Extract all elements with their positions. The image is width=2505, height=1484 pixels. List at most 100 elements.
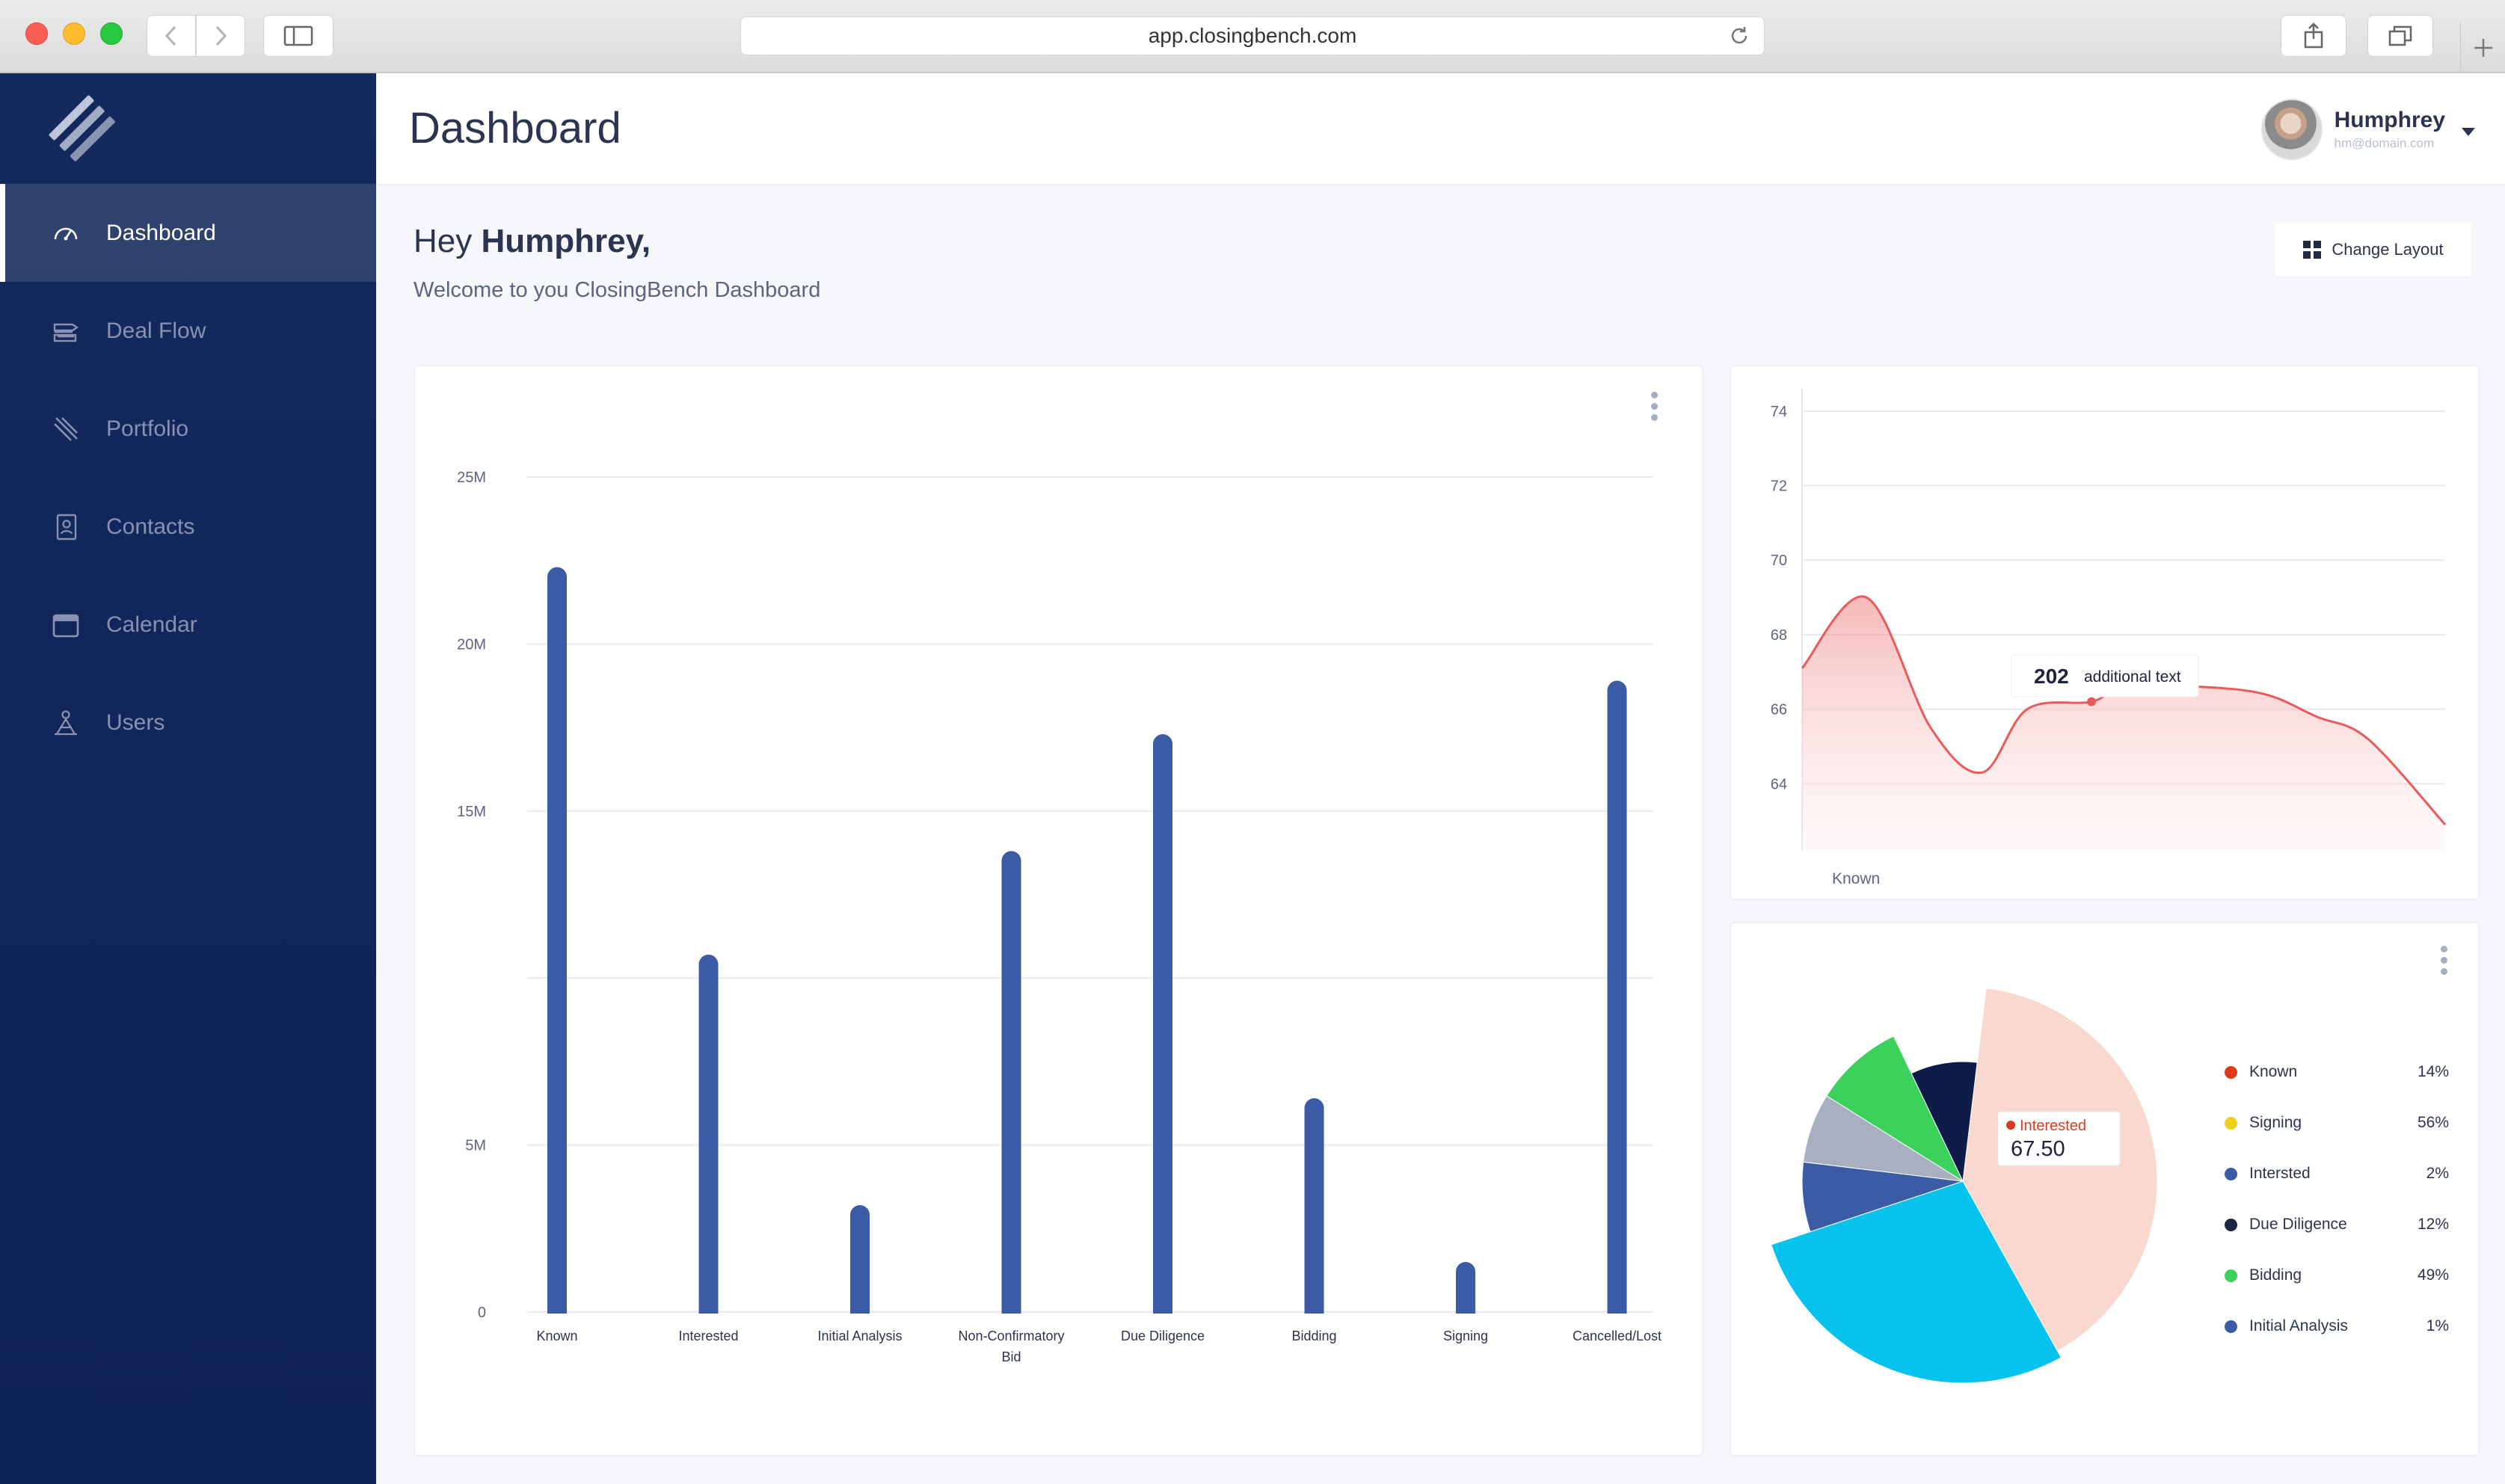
pie-slice: [1771, 1180, 2062, 1384]
x-axis-label: Known: [1832, 870, 1880, 887]
share-button[interactable]: [2281, 15, 2346, 57]
change-layout-button[interactable]: Change Layout: [2275, 223, 2472, 277]
stage-pie-chart: Interested 67.50: [1771, 988, 2158, 1384]
x-tick-label: Due Diligence: [1121, 1328, 1205, 1343]
caret-down-icon[interactable]: [2462, 127, 2475, 136]
pipeline-bar-chart-card: 0 5M 15M 20M 25M Known Interested Initial Analy…: [414, 365, 1703, 1456]
sidebar-menu: Dashboard Deal Flow Portfolio Contacts C…: [0, 184, 376, 772]
legend-label: Known: [2249, 1063, 2298, 1080]
more-options-icon[interactable]: [1651, 392, 1659, 421]
legend-item[interactable]: Intersted 2%: [2225, 1148, 2449, 1199]
legend-item[interactable]: Signing 56%: [2225, 1097, 2449, 1148]
legend-item[interactable]: Initial Analysis 1%: [2225, 1301, 2449, 1352]
sidebar-item-calendar[interactable]: Calendar: [0, 576, 376, 674]
x-tick-label: Known: [536, 1328, 577, 1343]
minimize-window-button[interactable]: [63, 22, 85, 45]
pie-slice: [1826, 1035, 1964, 1183]
deal-flow-icon: [51, 316, 81, 346]
tooltip-box: [1997, 1111, 2121, 1166]
user-menu[interactable]: Humphrey hm@domain.com: [2260, 97, 2475, 161]
sidebar-item-deal-flow[interactable]: Deal Flow: [0, 282, 376, 380]
sidebar-item-label: Contacts: [106, 514, 195, 539]
main-content: Dashboard Humphrey hm@domain.com Hey Hum…: [376, 73, 2505, 1484]
y-tick-label: 74: [1771, 404, 1787, 420]
tooltip-value: 67.50: [2011, 1137, 2065, 1161]
tooltip-box: [2011, 654, 2199, 698]
browser-toolbar: app.closingbench.com: [0, 0, 2505, 73]
back-button[interactable]: [147, 15, 196, 57]
legend-dot: [2225, 1065, 2237, 1079]
legend-dot: [2225, 1167, 2237, 1180]
tabs-icon: [2388, 25, 2412, 46]
y-tick-label: 68: [1771, 627, 1787, 644]
bar: [1001, 851, 1021, 1314]
pipeline-bar-chart: 0 5M 15M 20M 25M Known Interested Initial Analy…: [457, 469, 1662, 1364]
legend-label: Bidding: [2249, 1266, 2302, 1284]
user-name: Humphrey: [2334, 108, 2445, 132]
legend-value: 12%: [2417, 1216, 2449, 1233]
y-tick-label: 66: [1771, 702, 1787, 718]
users-icon: [51, 708, 81, 738]
legend-item[interactable]: Bidding 49%: [2225, 1250, 2449, 1301]
forward-button[interactable]: [196, 15, 245, 57]
y-tick-label: 70: [1771, 552, 1787, 569]
reload-icon[interactable]: [1728, 25, 1751, 47]
avatar[interactable]: [2260, 99, 2323, 160]
sidebar-item-portfolio[interactable]: Portfolio: [0, 380, 376, 478]
area-fill: [1802, 596, 2445, 851]
closingbench-logo[interactable]: [46, 93, 118, 164]
x-tick-label: Bid: [1001, 1349, 1021, 1364]
bar-base: [1304, 1303, 1324, 1314]
bar: [698, 954, 719, 1314]
sidebar-item-contacts[interactable]: Contacts: [0, 478, 376, 576]
sidebar-item-label: Portfolio: [106, 416, 189, 441]
legend-item[interactable]: Known 14%: [2225, 1047, 2449, 1097]
greeting-word: Hey: [414, 223, 473, 259]
bar-base: [1607, 1303, 1627, 1314]
more-options-icon[interactable]: [2441, 946, 2448, 975]
address-bar[interactable]: app.closingbench.com: [740, 16, 1765, 55]
legend-value: 49%: [2417, 1266, 2449, 1284]
legend-value: 1%: [2426, 1317, 2449, 1334]
grid-layout-icon: [2303, 241, 2322, 259]
plus-icon: [2474, 39, 2492, 57]
bar-base: [850, 1303, 870, 1314]
x-tick-label: Interested: [678, 1328, 738, 1343]
calendar-icon: [51, 610, 81, 640]
sidebar-toggle-button[interactable]: [263, 15, 334, 57]
tooltip-text: additional text: [2084, 668, 2181, 686]
sidebar-item-dashboard[interactable]: Dashboard: [0, 184, 376, 282]
tabs-overview-button[interactable]: [2367, 15, 2433, 57]
bar-base: [1456, 1303, 1475, 1314]
portfolio-icon: [51, 414, 81, 444]
tooltip-dot: [2006, 1121, 2015, 1130]
close-window-button[interactable]: [25, 22, 48, 45]
sidebar: Dashboard Deal Flow Portfolio Contacts C…: [0, 73, 376, 1484]
legend-dot: [2225, 1269, 2237, 1282]
sidebar-item-users[interactable]: Users: [0, 674, 376, 772]
legend-dot: [2225, 1320, 2237, 1333]
contacts-icon: [51, 512, 81, 542]
legend-label: Signing: [2249, 1114, 2302, 1131]
user-email: hm@domain.com: [2334, 136, 2435, 150]
x-tick-label: Initial Analysis: [817, 1328, 902, 1343]
x-tick-label: Signing: [1443, 1328, 1488, 1343]
y-tick-label: 64: [1771, 776, 1787, 792]
maximize-window-button[interactable]: [100, 22, 123, 45]
new-tab-button[interactable]: [2460, 22, 2505, 73]
legend-value: 2%: [2426, 1165, 2449, 1182]
bar-base: [547, 1303, 567, 1314]
y-tick-label: 0: [478, 1305, 486, 1321]
pie-slice: [1911, 1061, 1978, 1183]
legend-value: 14%: [2417, 1063, 2449, 1080]
bar: [547, 567, 567, 1314]
y-tick-label: 15M: [457, 804, 486, 820]
trend-area-chart-card: 64 66 68 70 72 74 Known 202 additional text: [1730, 365, 2480, 900]
pie-slice: [1962, 988, 2158, 1352]
bar-base: [698, 1303, 719, 1314]
page-title: Dashboard: [409, 104, 621, 153]
legend-item[interactable]: Due Diligence 12%: [2225, 1199, 2449, 1250]
change-layout-label: Change Layout: [2332, 240, 2444, 259]
sidebar-item-label: Dashboard: [106, 220, 216, 245]
chevron-right-icon: [215, 25, 227, 46]
